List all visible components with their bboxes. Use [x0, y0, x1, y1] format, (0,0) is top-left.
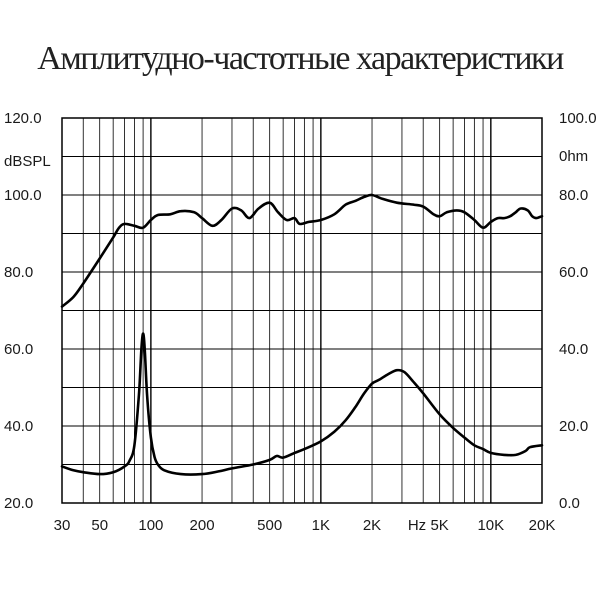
- y-right-tick-label: 20.0: [559, 418, 588, 435]
- plot-frame: [61, 117, 543, 504]
- x-tick-label: 200: [190, 517, 215, 534]
- x-tick-label: 5K: [430, 517, 448, 534]
- spl-curve: [60, 193, 544, 308]
- chart-title: Амплитудно-частотные характеристики: [37, 40, 564, 77]
- y-left-tick-label: 40.0: [4, 418, 33, 435]
- x-tick-label: 20K: [529, 517, 556, 534]
- y-left-tick-label: 80.0: [4, 264, 33, 281]
- y-right-tick-label: 100.0: [559, 110, 597, 127]
- y-left-tick-label: 60.0: [4, 341, 33, 358]
- y-left-tick-label: 20.0: [4, 495, 33, 512]
- y-right-tick-label: 60.0: [559, 264, 588, 281]
- x-tick-label: 100: [138, 517, 163, 534]
- grid-layer: [62, 118, 542, 503]
- y-left-tick-label: 100.0: [4, 187, 42, 204]
- y-right-tick-label: 40.0: [559, 341, 588, 358]
- y-left-tick-label: 120.0: [4, 110, 42, 127]
- y-right-tick-label: 0.0: [559, 495, 580, 512]
- impedance-curve: [60, 332, 544, 476]
- x-tick-label: 30: [54, 517, 71, 534]
- x-tick-label: 10K: [477, 517, 504, 534]
- x-tick-label: 2K: [363, 517, 381, 534]
- y-right-unit-label: 0hm: [559, 148, 588, 165]
- label-layer: 30 50 100 200 500 1K 2K 5K 10K 20K Hz 20.0 40.0 60.0 8…: [4, 110, 597, 534]
- x-tick-label: 500: [257, 517, 282, 534]
- x-tick-label: 50: [91, 517, 108, 534]
- x-unit-label: Hz: [408, 517, 426, 534]
- series-layer: [60, 193, 544, 476]
- y-left-unit-label: dBSPL: [4, 153, 51, 170]
- x-tick-label: 1K: [312, 517, 330, 534]
- y-right-tick-label: 80.0: [559, 187, 588, 204]
